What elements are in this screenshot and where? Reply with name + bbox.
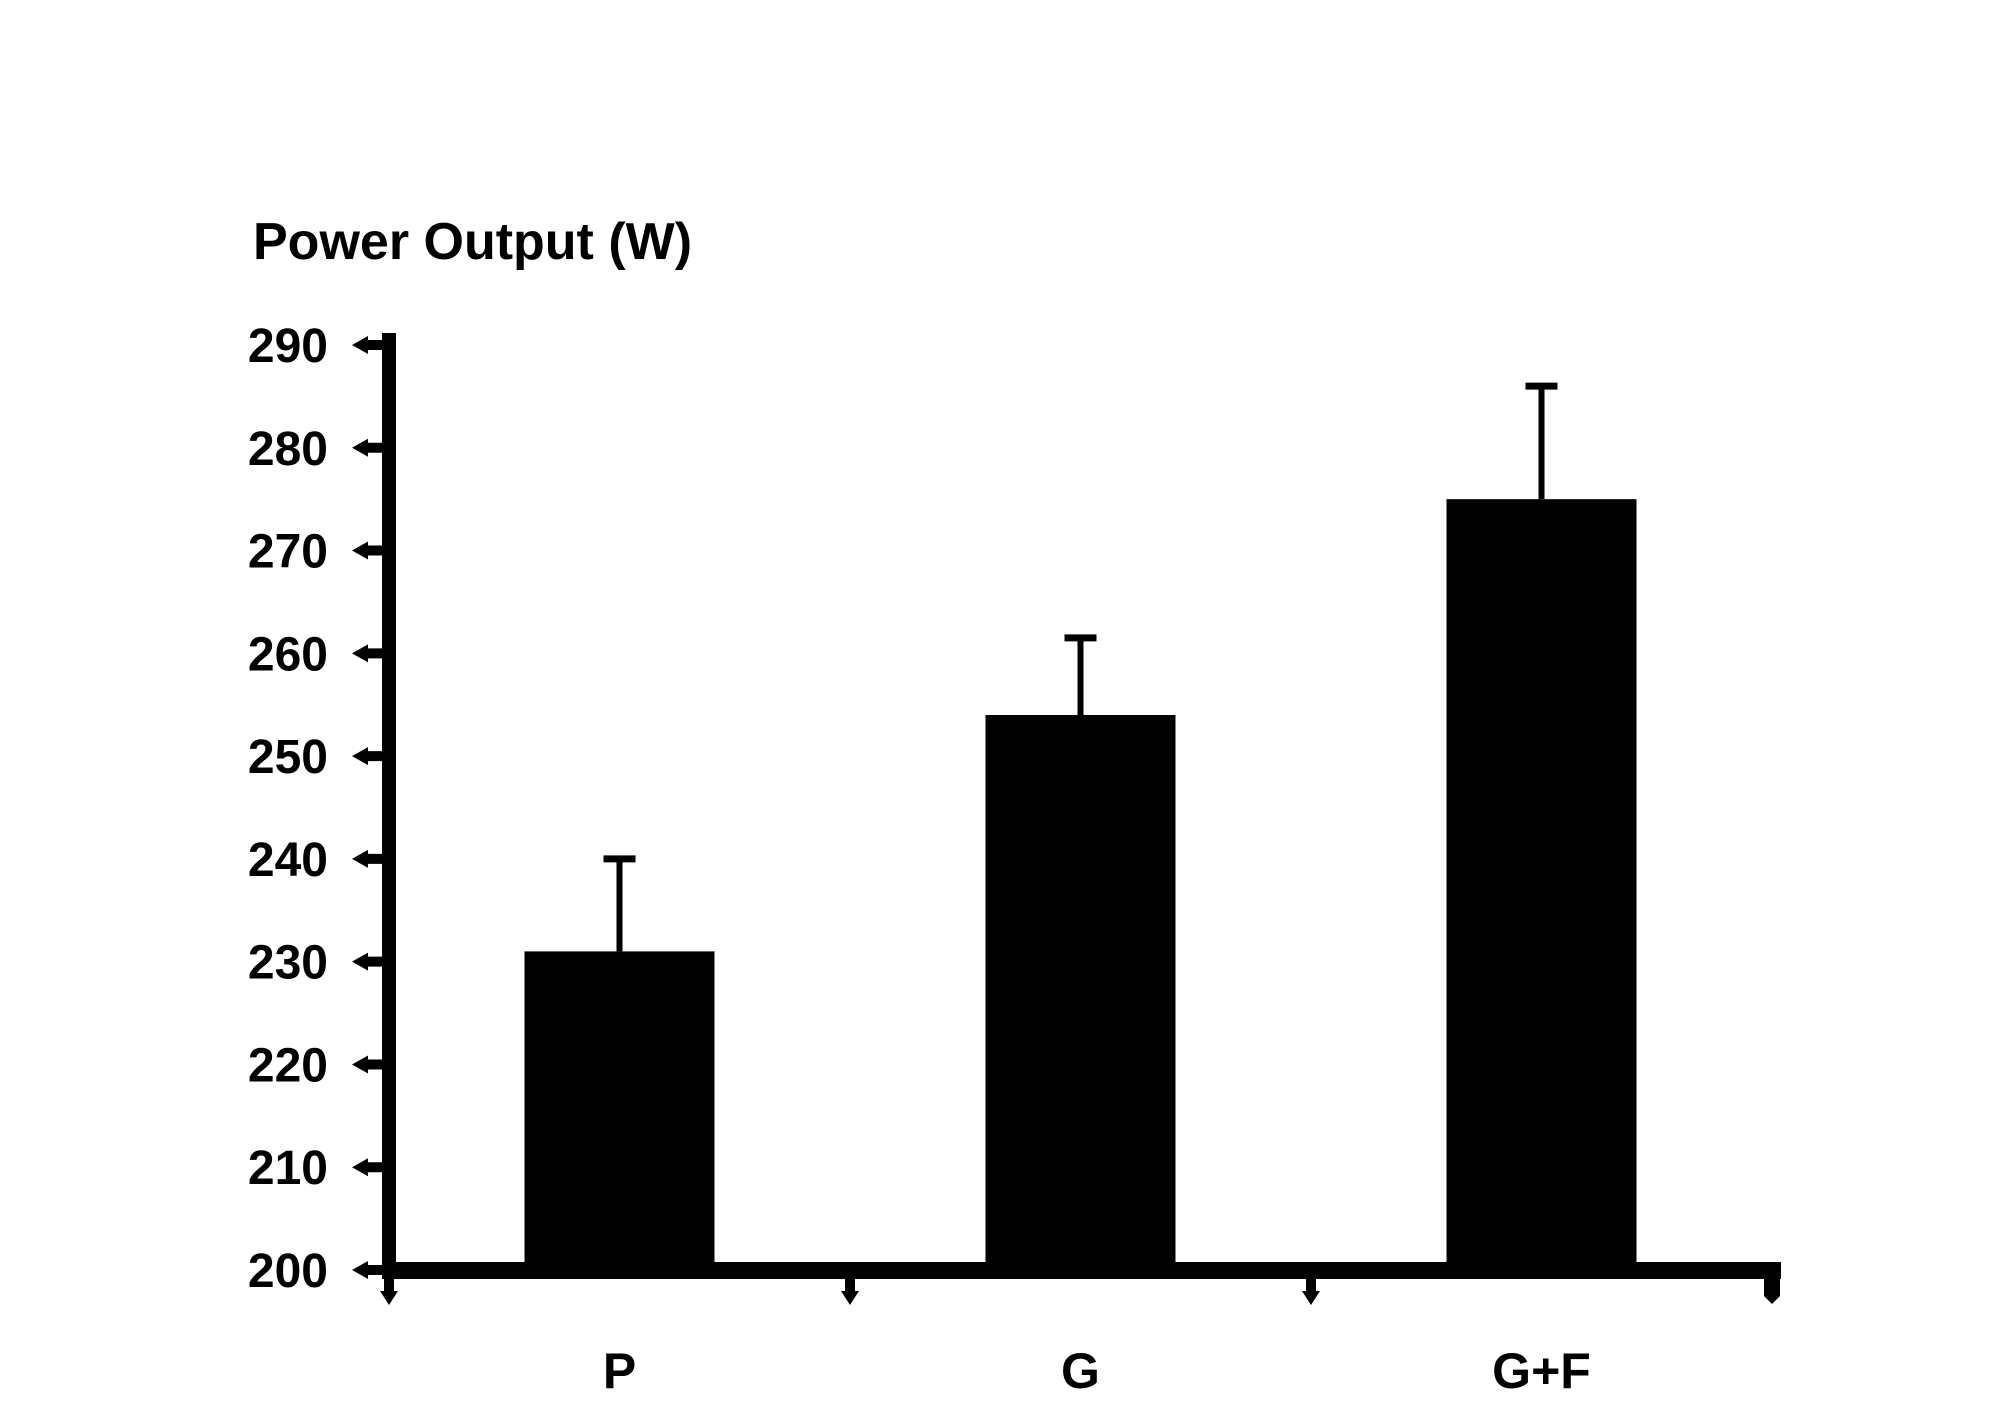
y-tick-label: 200: [248, 1245, 328, 1298]
y-axis-tick: [352, 1055, 382, 1074]
y-axis-tick: [352, 336, 382, 354]
y-axis-tick: [352, 747, 382, 766]
x-category-label: G+F: [1492, 1343, 1591, 1399]
y-tick-label: 240: [248, 834, 328, 887]
y-axis-tick: [352, 952, 382, 971]
x-axis-tick: [1302, 1279, 1320, 1305]
y-axis-tick: [352, 541, 382, 560]
y-tick-label: 220: [248, 1039, 328, 1092]
y-tick-label: 280: [248, 423, 328, 476]
chart-title: Power Output (W): [253, 213, 693, 271]
y-axis-tick: [352, 644, 382, 663]
y-tick-label: 230: [248, 937, 328, 990]
x-axis-end-tick: [1764, 1279, 1780, 1304]
y-tick-label: 260: [248, 628, 328, 681]
x-axis-tick: [841, 1279, 859, 1305]
y-tick-label: 210: [248, 1142, 328, 1195]
y-axis-line: [382, 333, 396, 1270]
y-axis-tick: [352, 1158, 382, 1177]
y-axis-tick: [352, 1261, 382, 1279]
y-tick-label: 250: [248, 731, 328, 784]
x-category-label: G: [1061, 1343, 1100, 1399]
x-category-label: P: [603, 1343, 636, 1399]
y-axis-tick: [352, 849, 382, 868]
y-tick-label: 290: [248, 320, 328, 373]
y-tick-label: 270: [248, 526, 328, 579]
bar: [985, 715, 1176, 1271]
y-axis-tick: [352, 438, 382, 457]
x-axis-tick: [380, 1279, 398, 1305]
bar: [524, 951, 715, 1271]
bar: [1446, 499, 1637, 1272]
